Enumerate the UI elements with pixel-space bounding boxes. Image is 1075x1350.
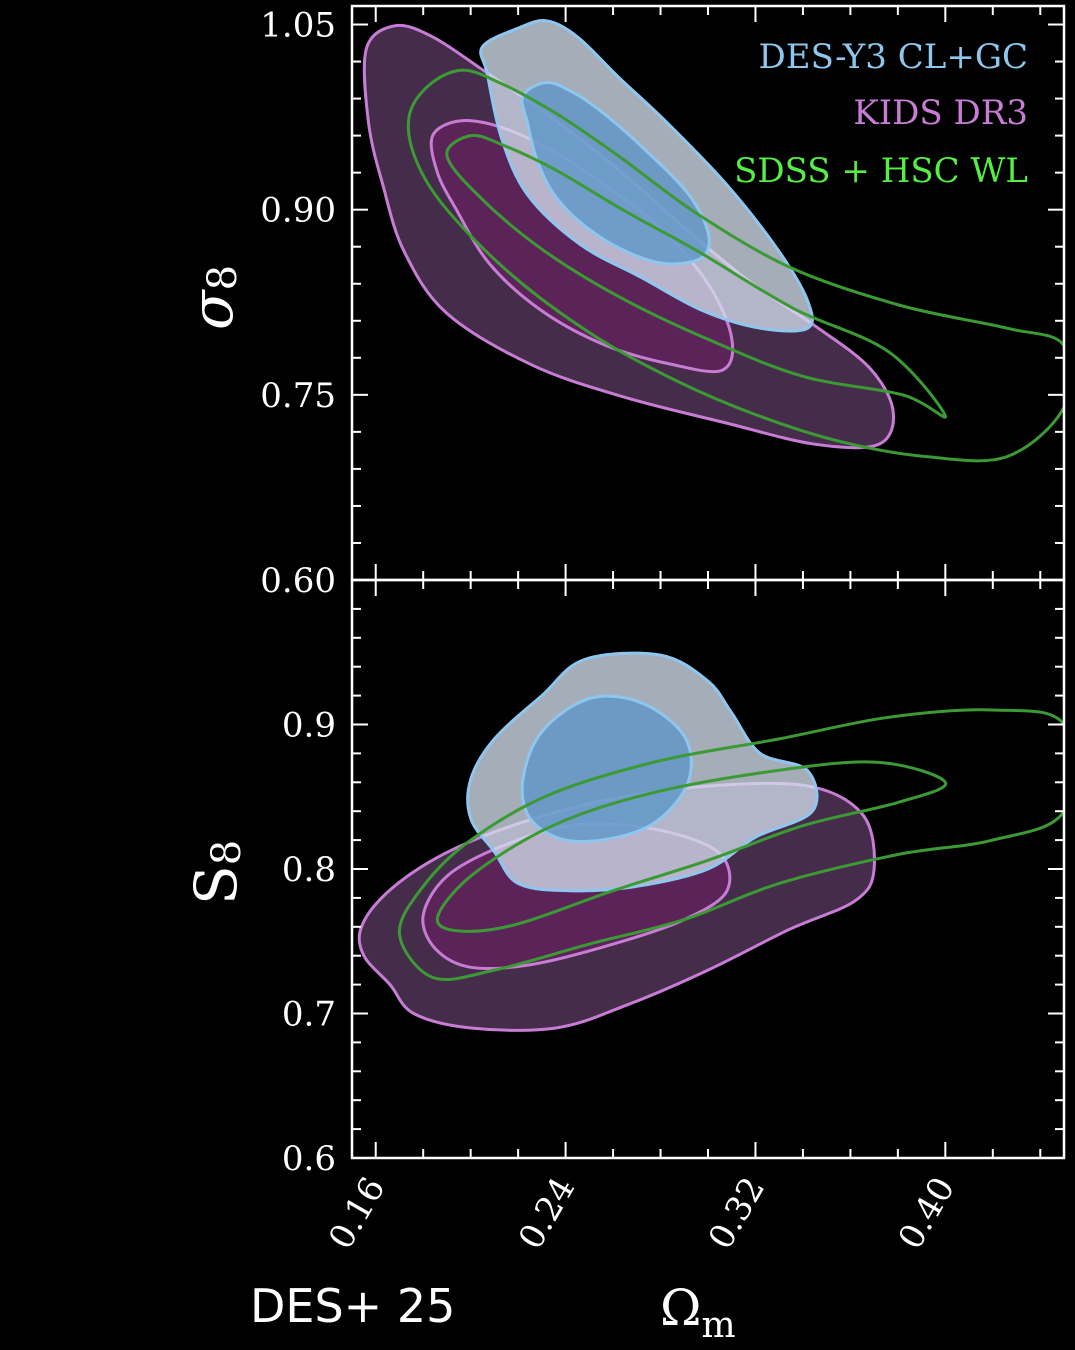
top-contour-sdss-hsc-wl-inner	[445, 133, 947, 419]
omega-m-x-axis-label: Ωm	[660, 1279, 736, 1346]
s8-contours	[357, 651, 1064, 1032]
s8-y-tick-labels: 0.6 0.7 0.8 0.9	[282, 706, 336, 1180]
legend-entry-sdss-hsc: SDSS + HSC WL	[734, 151, 1028, 191]
s8-panel: 0.60.70.80.9 0.16 0.24 0.32 0.40 S8 Ωm	[182, 578, 1066, 1346]
sigma8-panel: 0.60 0.75 0.90 1.05 σ8 DES-Y3 CL+GC KIDS DR…	[178, 4, 1066, 601]
sigma8-y-tick-labels: 0.60 0.75 0.90 1.05	[260, 6, 336, 601]
y-tick-label: 0.8	[282, 850, 336, 890]
sigma8-contours	[362, 19, 1064, 463]
bottom-contour-des-y3-cl-gc-inner	[520, 694, 693, 843]
top-contour-des-y3-cl-gc-inner	[520, 80, 711, 266]
s8-ticks	[352, 579, 1064, 1159]
y-tick-label: 0.60	[260, 561, 336, 601]
y-tick-label: 0.7	[282, 995, 336, 1035]
y-tick-label: 0.90	[260, 191, 336, 231]
s8-y-axis-label: S8	[182, 840, 250, 905]
y-tick-label: 0.6	[282, 1139, 336, 1179]
y-tick-label: 1.05	[260, 6, 336, 46]
legend-entry-kids: KIDS DR3	[853, 93, 1028, 133]
bottom-contour-sdss-hsc-wl-outer	[397, 708, 1064, 982]
legend-entry-des-y3: DES-Y3 CL+GC	[758, 37, 1028, 77]
y-tick-label: 0.9	[282, 706, 336, 746]
legend: DES-Y3 CL+GC KIDS DR3 SDSS + HSC WL	[734, 37, 1028, 191]
y-tick-label: 0.75	[260, 376, 336, 416]
bottom-contour-sdss-hsc-wl-inner	[435, 760, 947, 933]
sigma8-y-axis-label: σ8	[178, 265, 246, 330]
credit-label: DES+ 25	[250, 1279, 455, 1333]
top-contour-sdss-hsc-wl-outer	[406, 68, 1064, 463]
